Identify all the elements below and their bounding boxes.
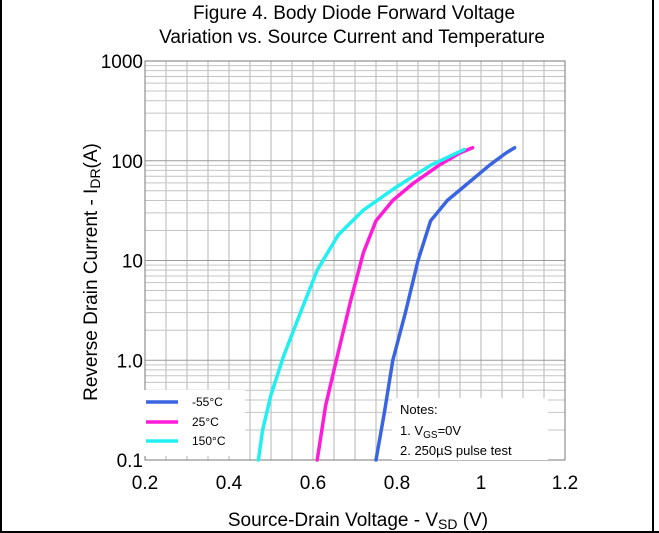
series-line [256,147,466,462]
notes-line2: 2. 250µS pulse test [400,443,512,458]
page-frame-right [652,0,654,533]
page-frame-bottom [0,531,659,533]
legend-label: 150°C [192,434,226,448]
legend-label: 25°C [192,415,219,429]
x-tick-label: 1.2 [552,473,578,494]
plot-area-border [144,60,566,461]
chart-title-line1: Figure 4. Body Diode Forward Voltage [193,3,515,24]
legend-label: -55°C [192,395,223,409]
y-tick-label: 1.0 [117,351,143,372]
y-tick-label: 100 [111,152,143,173]
page-frame-left [0,0,2,533]
y-tick-label: 0.1 [117,451,143,472]
x-tick-label: 1 [476,473,487,494]
notes-background [392,398,548,460]
x-tick-label: 0.6 [300,473,326,494]
x-tick-label: 0.2 [132,473,158,494]
x-axis-label: Source-Drain Voltage - VSD (V) [228,510,488,532]
x-tick-label: 0.8 [384,473,410,494]
notes-line1: 1. VGS=0V [400,423,461,441]
series-lines [256,145,517,462]
y-axis-label: Reverse Drain Current - IDR(A) [81,143,103,401]
x-tick-labels: 0.2 0.4 0.6 0.8 1 1.2 [132,473,578,494]
series-line [315,145,475,462]
y-tick-label: 10 [122,252,143,273]
y-tick-labels: 0.1 1.0 10 100 1000 [101,52,143,472]
notes-heading: Notes: [400,402,438,417]
y-tick-label: 1000 [101,52,143,73]
x-tick-label: 0.4 [216,473,243,494]
legend: -55°C 25°C 150°C [140,390,245,456]
series-line [374,145,517,462]
notes-box: Notes: 1. VGS=0V 2. 250µS pulse test [392,398,548,460]
chart-title-line2: Variation vs. Source Current and Tempera… [159,27,545,48]
